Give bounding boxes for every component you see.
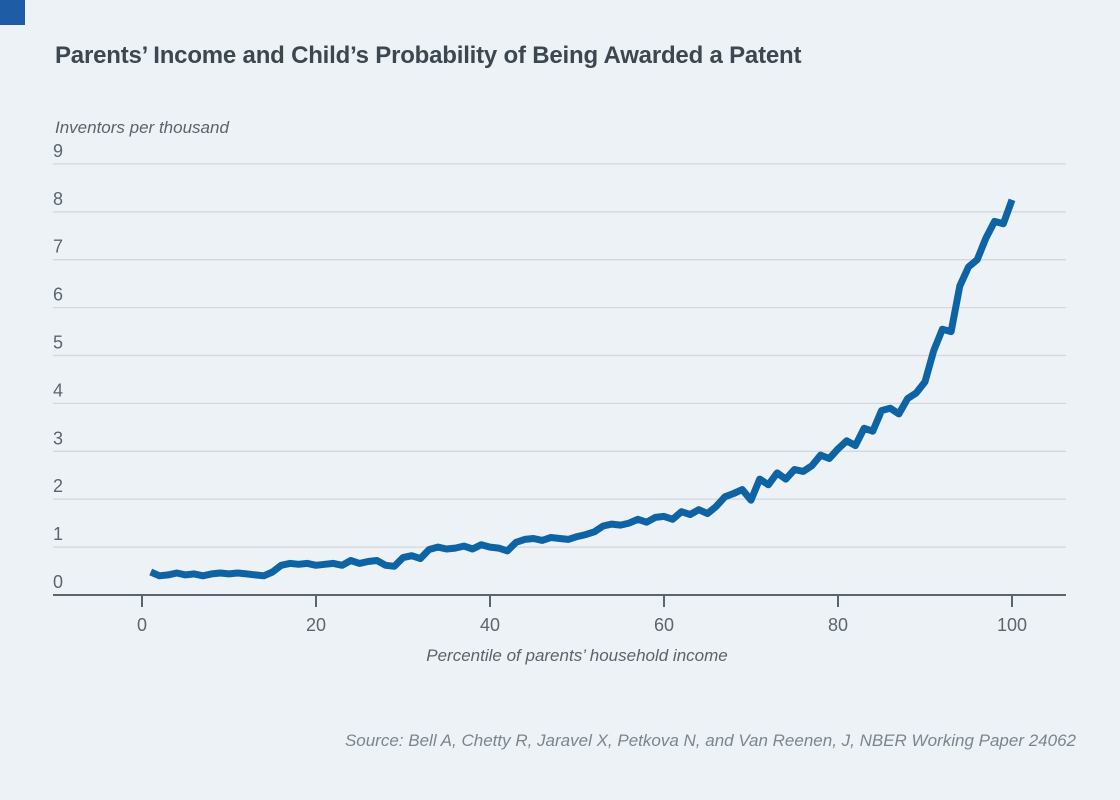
y-tick-label: 1 xyxy=(53,524,63,544)
y-tick-label: 8 xyxy=(53,189,63,209)
y-axis-title: Inventors per thousand xyxy=(55,118,229,137)
x-tick-label: 80 xyxy=(828,615,848,635)
y-tick-label: 2 xyxy=(53,476,63,496)
y-tick-label: 3 xyxy=(53,428,63,448)
data-line-inventors-per-thousand xyxy=(149,198,1016,580)
y-tick-label: 4 xyxy=(53,380,63,400)
y-tick-label: 6 xyxy=(53,285,63,305)
page-title: Parents’ Income and Child’s Probability … xyxy=(55,42,802,69)
y-tick-label: 7 xyxy=(53,237,63,257)
x-tick-label: 40 xyxy=(480,615,500,635)
y-tick-label: 0 xyxy=(53,572,63,592)
y-tick-label: 9 xyxy=(53,141,63,161)
y-tick-label: 5 xyxy=(53,333,63,353)
source-note: Source: Bell A, Chetty R, Jaravel X, Pet… xyxy=(344,731,1076,750)
x-tick-label: 0 xyxy=(137,615,147,635)
x-tick-label: 60 xyxy=(654,615,674,635)
x-axis-title: Percentile of parents’ household income xyxy=(426,646,728,665)
x-tick-label: 100 xyxy=(997,615,1027,635)
x-tick-label: 20 xyxy=(306,615,326,635)
nber-corner-accent-square xyxy=(0,0,25,25)
